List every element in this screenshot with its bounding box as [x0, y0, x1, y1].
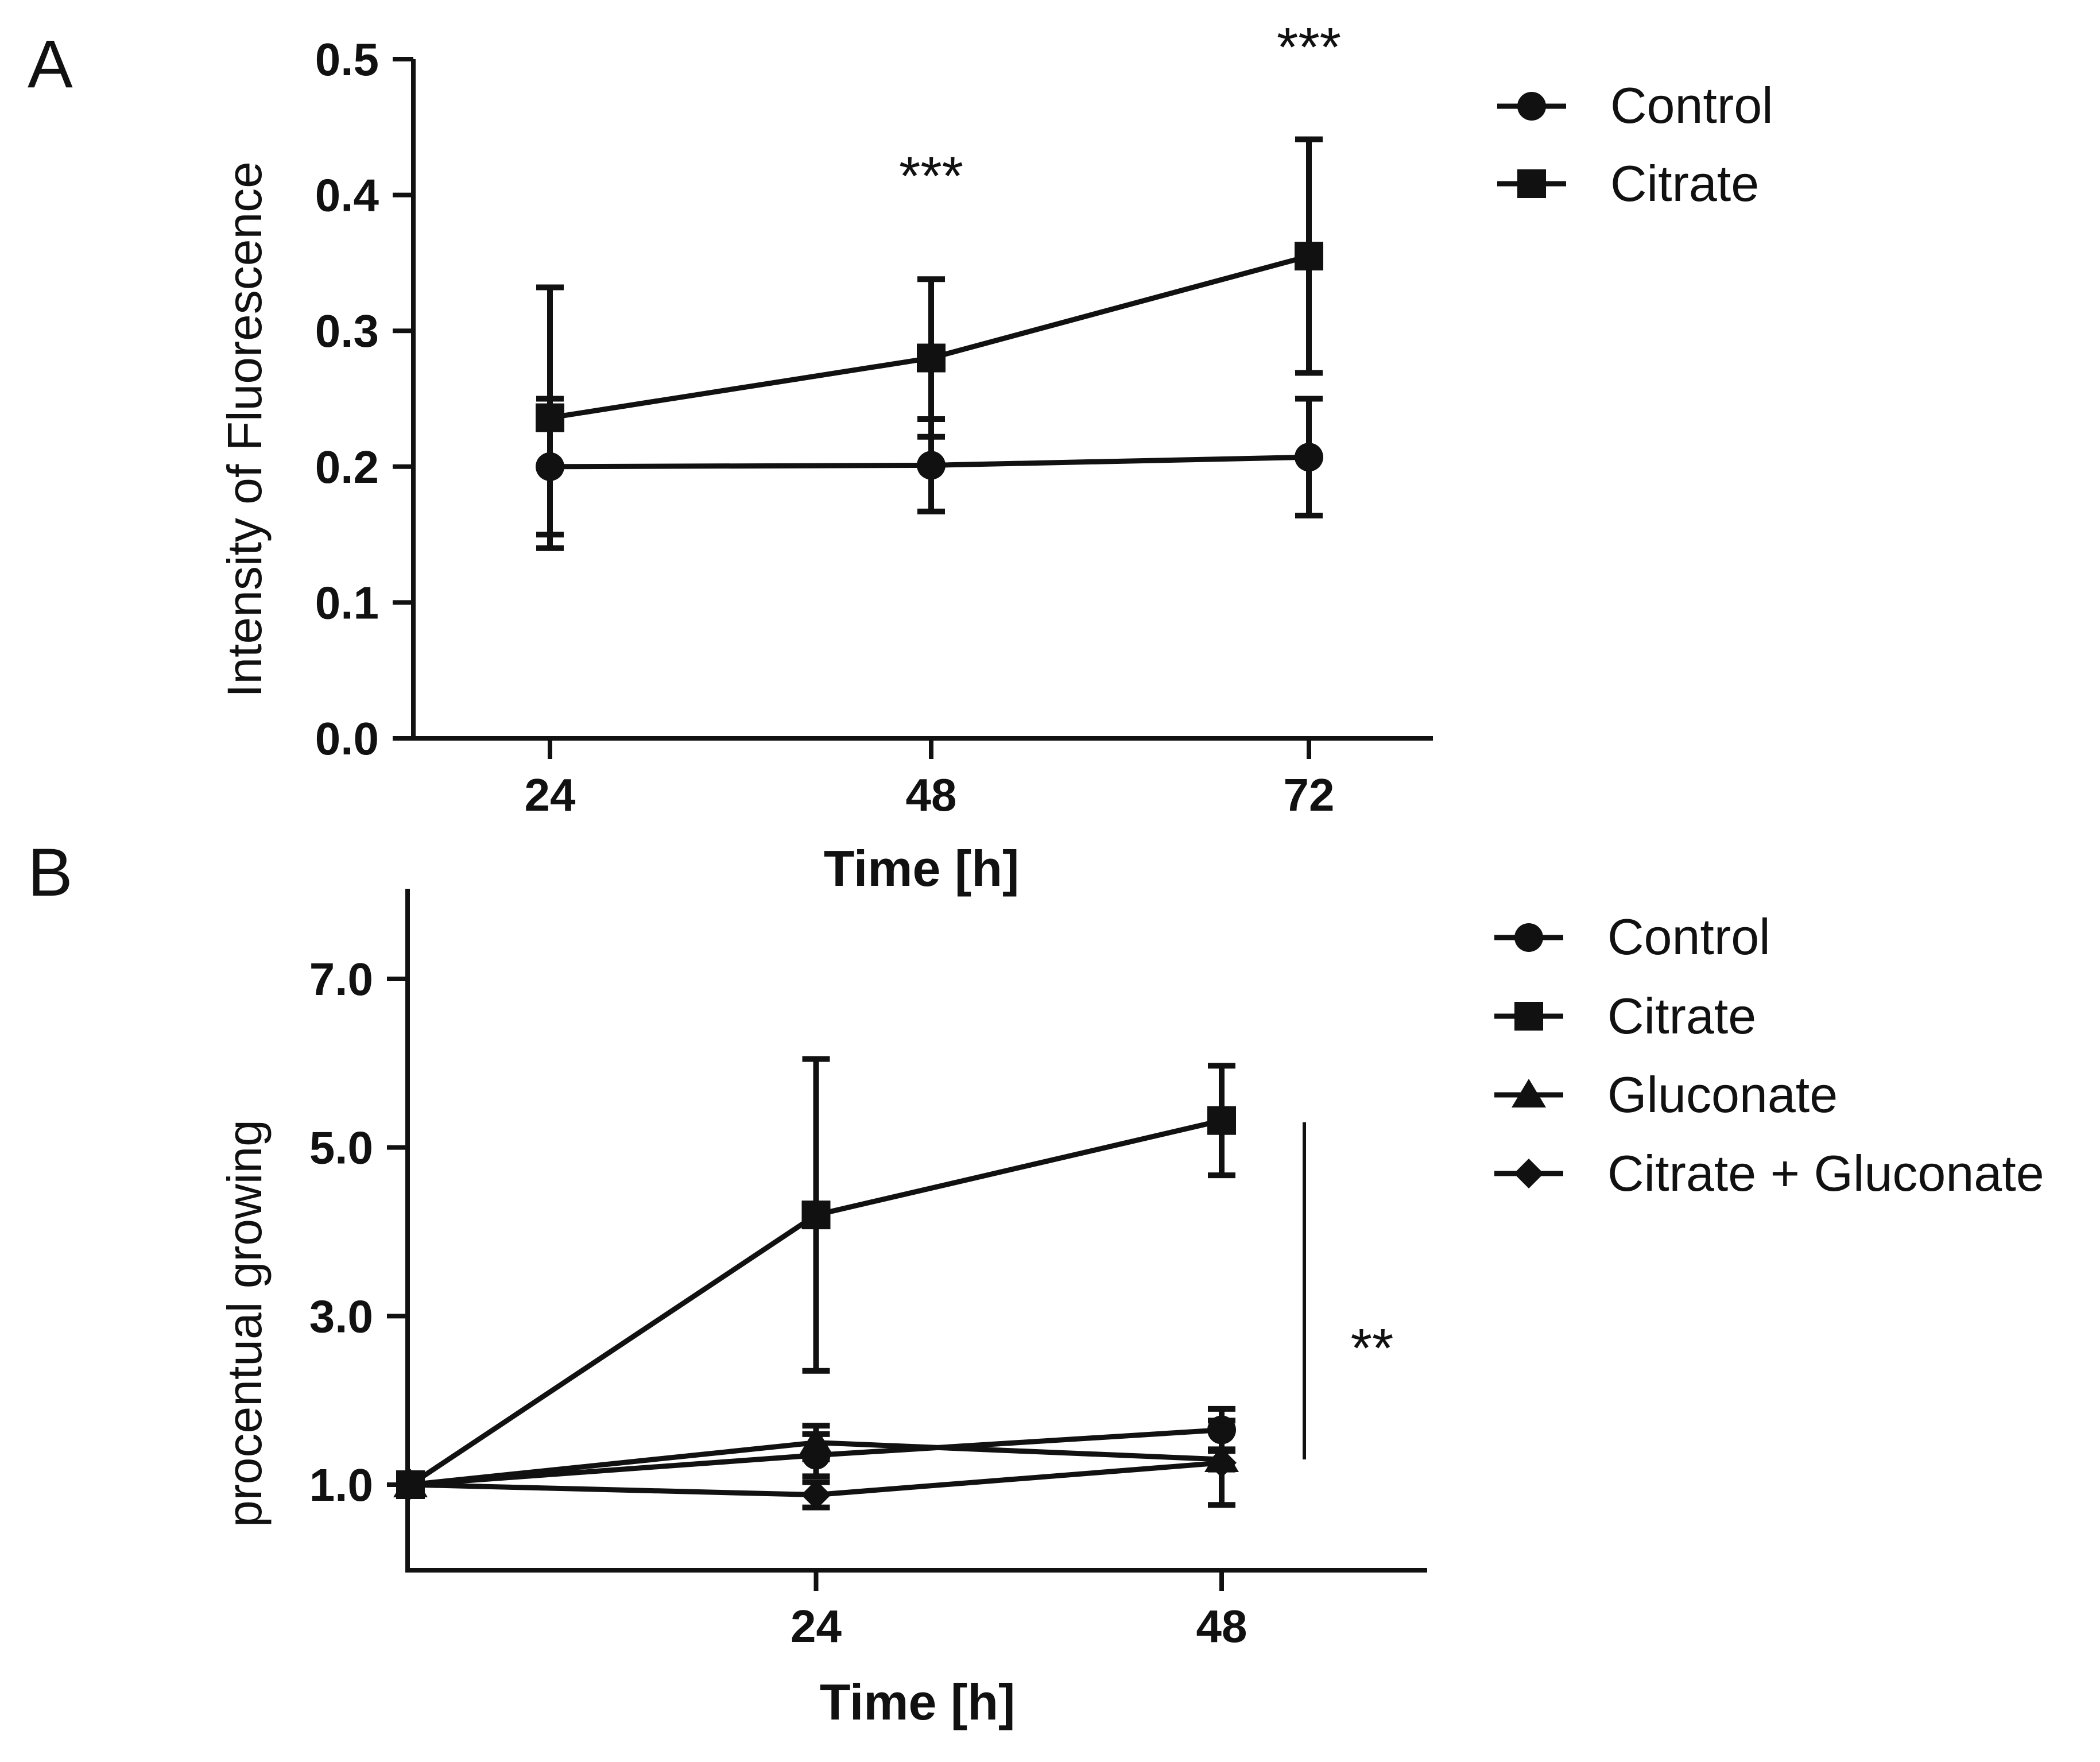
y-tick-label: 0.3 [315, 305, 379, 357]
data-point [917, 343, 946, 373]
data-point [801, 1201, 831, 1230]
data-point [1207, 1447, 1237, 1478]
data-point [1207, 1106, 1236, 1135]
panel-b-letter: B [28, 835, 73, 911]
square-marker-icon [1514, 1002, 1543, 1031]
legend-label-citrate: Citrate [1607, 988, 1756, 1044]
panel-b-legend: Control Citrate Gluconate Citrate + Gluc… [1494, 908, 2044, 1202]
y-tick-label: 5.0 [309, 1122, 373, 1174]
y-tick-label: 0.1 [315, 577, 379, 628]
data-point [801, 1480, 831, 1510]
y-tick-label: 3.0 [309, 1291, 373, 1342]
legend-label-gluconate: Gluconate [1607, 1066, 1838, 1123]
legend-label-citrate-gluconate: Citrate + Gluconate [1607, 1145, 2044, 1202]
y-tick-label: 0.5 [315, 34, 379, 85]
panel-b-x-axis-title: Time [h] [820, 1674, 1016, 1730]
legend-label-control: Control [1607, 908, 1770, 965]
series-citrate-gluconate [396, 1418, 1237, 1511]
panel-b: B procentual growing 1.0 3.0 5.0 7.0 24 48 T… [28, 835, 2044, 1730]
x-tick-label: 48 [906, 769, 957, 820]
y-tick-label: 1.0 [309, 1459, 373, 1511]
series-citrate [396, 1056, 1236, 1499]
data-point [396, 1470, 425, 1500]
significance-label: *** [899, 146, 963, 207]
legend-label-control: Control [1610, 77, 1773, 134]
legend-item-citrate: Citrate [1494, 988, 1756, 1044]
legend-item-control: Control [1494, 908, 1770, 965]
panel-a: A Intensity of Fluorescence 0.0 0.1 0.2 0.3… [28, 17, 1773, 897]
panel-a-y-axis-title: Intensity of Fluorescence [218, 161, 272, 698]
significance-label: ** [1351, 1318, 1394, 1379]
series-citrate [536, 136, 1323, 551]
y-tick-label: 0.4 [315, 170, 379, 221]
x-tick-label: 24 [791, 1601, 842, 1652]
legend-item-gluconate: Gluconate [1494, 1066, 1838, 1123]
legend-label-citrate: Citrate [1610, 155, 1759, 212]
y-tick-label: 7.0 [309, 954, 373, 1005]
legend-item-citrate-gluconate: Citrate + Gluconate [1494, 1145, 2044, 1202]
x-tick-label: 24 [525, 769, 576, 820]
circle-marker-icon [1514, 923, 1543, 952]
data-point [1295, 242, 1323, 271]
triangle-marker-icon [1512, 1079, 1546, 1107]
y-tick-label: 0.0 [315, 713, 379, 764]
legend-item-control: Control [1497, 77, 1773, 134]
y-tick-label: 0.2 [315, 442, 379, 493]
panel-b-y-axis-title: procentual growing [218, 1120, 272, 1527]
data-point [917, 451, 946, 480]
panel-a-x-axis-title: Time [h] [824, 840, 1020, 897]
circle-marker-icon [1517, 92, 1546, 121]
panel-a-legend: Control Citrate [1497, 77, 1773, 212]
x-tick-label: 48 [1196, 1601, 1247, 1652]
diamond-marker-icon [1514, 1159, 1544, 1188]
square-marker-icon [1517, 169, 1546, 198]
significance-label: *** [1277, 17, 1341, 78]
panel-a-letter: A [28, 26, 73, 102]
legend-item-citrate: Citrate [1497, 155, 1759, 212]
x-tick-label: 72 [1284, 769, 1335, 820]
data-point [536, 403, 564, 432]
data-point [1295, 443, 1323, 472]
data-point [799, 1426, 834, 1455]
